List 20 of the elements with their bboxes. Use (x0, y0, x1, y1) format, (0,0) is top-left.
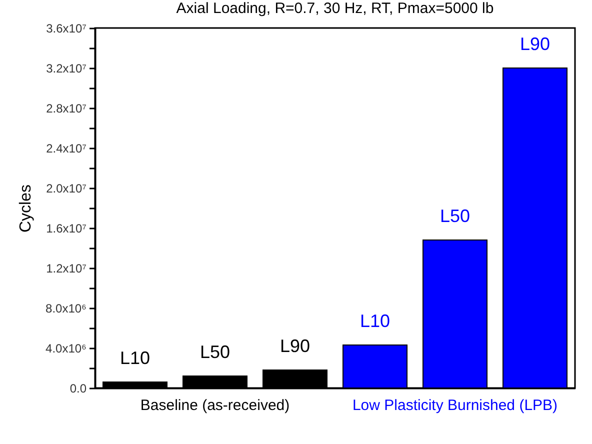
y-tick-label: 8.0x10⁶ (46, 302, 87, 316)
text: Low Plasticity Burnished (LPB) (352, 397, 558, 414)
y-axis-title: Cycles (18, 184, 35, 233)
y-tick-label: 1.2x10⁷ (46, 262, 86, 276)
y-tick-label: 3.2x10⁷ (46, 62, 86, 76)
x-tick-label: L90 (280, 336, 310, 356)
text: Baseline (as-received) (140, 397, 290, 414)
x-tick-label: L10 (120, 348, 150, 368)
y-tick-label: 2.0x10⁷ (46, 182, 86, 196)
x-tick-label: L90 (520, 34, 550, 54)
y-tick-label: 0.0 (70, 382, 87, 396)
y-tick-label: 3.6x10⁷ (46, 22, 86, 36)
y-tick-label: 1.6x10⁷ (46, 222, 86, 236)
y-tick-label: 2.4x10⁷ (46, 142, 86, 156)
x-tick-label: L50 (440, 206, 470, 226)
y-tick-label: 2.8x10⁷ (46, 102, 86, 116)
x-tick-label: L10 (360, 311, 390, 331)
y-tick-label: 4.0x10⁶ (46, 342, 87, 356)
chart-title: Axial Loading, R=0.7, 30 Hz, RT, Pmax=5000 lb (176, 0, 494, 17)
x-tick-label: L50 (200, 342, 230, 362)
